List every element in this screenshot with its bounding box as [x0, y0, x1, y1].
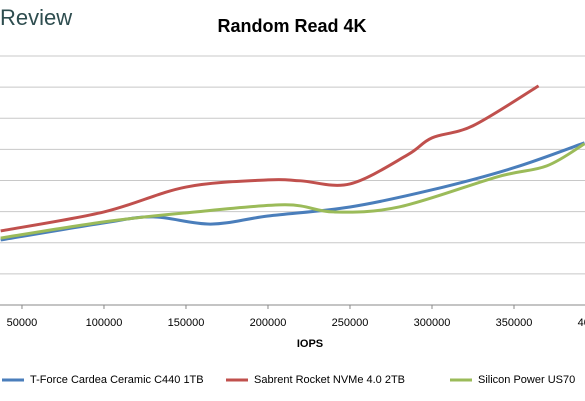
- x-tick-label: 300000: [414, 317, 451, 329]
- x-tick-label: 250000: [332, 317, 369, 329]
- x-tick-label: 400000: [578, 317, 585, 329]
- legend-label: T-Force Cardea Ceramic C440 1TB: [30, 374, 204, 386]
- x-tick-label: 50000: [7, 317, 38, 329]
- x-tick-label: 200000: [250, 317, 287, 329]
- watermark: Review: [0, 5, 72, 30]
- legend-label: Silicon Power US70: [478, 374, 575, 386]
- chart-title: Random Read 4K: [217, 16, 366, 36]
- x-axis-label: IOPS: [297, 338, 323, 350]
- series-line: [0, 142, 585, 240]
- series-line: [0, 84, 540, 233]
- legend-label: Sabrent Rocket NVMe 4.0 2TB: [254, 374, 405, 386]
- x-tick-label: 100000: [86, 317, 123, 329]
- x-tick-label: 350000: [496, 317, 533, 329]
- x-tick-label: 150000: [168, 317, 205, 329]
